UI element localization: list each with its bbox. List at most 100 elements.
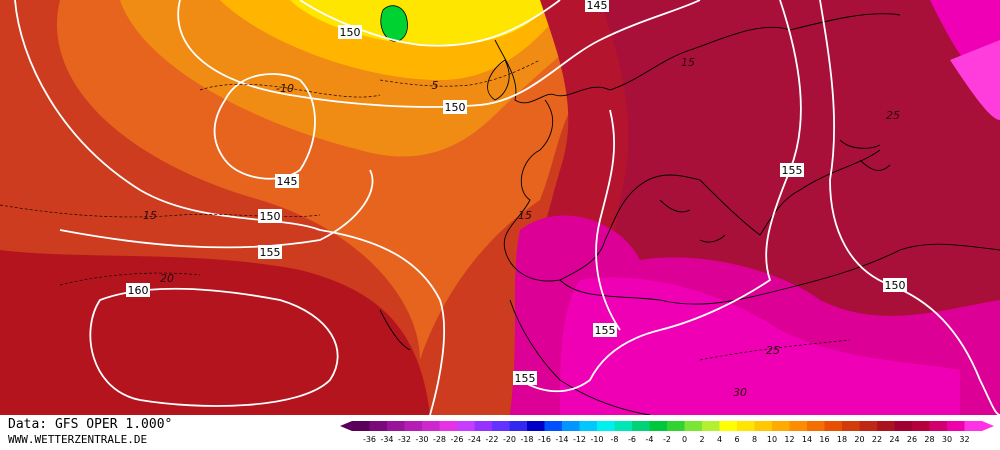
colorbar-label: -12 [573,435,586,444]
coastlines [379,13,1000,415]
contour-labels: 150 145 150 145 150 155 160 155 155 155 150 -10 5 15 1… [126,0,907,399]
label-box [275,174,299,188]
colorbar-swatch [947,421,965,431]
temperature-label: 25 [766,344,780,357]
colorbar-label: 32 [959,435,969,444]
colorbar-end [340,421,352,431]
data-source: Data: GFS OPER 1.000° [8,417,172,432]
colorbar-label: -30 [415,435,428,444]
label-box [883,278,907,292]
colorbar-swatch [544,421,563,431]
colorbar-swatch [614,421,633,431]
colorbar-label: -18 [520,435,533,444]
label-box [513,371,537,385]
colorbar-swatch [649,421,668,431]
colorbar-swatch [579,421,598,431]
height-label: 160 [128,284,149,297]
colorbar-label: 6 [734,435,739,444]
height-label: 155 [595,324,616,337]
colorbar-label: -24 [468,435,481,444]
colorbar-label: -20 [503,435,516,444]
height-label: 145 [277,175,298,188]
colorbar-swatch [824,421,843,431]
label-box [780,163,804,177]
colorbar-swatch [807,421,825,431]
colorbar-swatch [754,421,773,431]
temperature-label: 15 [143,209,157,222]
colorbar-label: 24 [889,435,899,444]
colorbar-swatch [369,421,388,431]
colorbar-swatch [439,421,458,431]
colorbar-swatch [404,421,423,431]
colorbar-swatch [894,421,913,431]
map-field [0,0,1000,415]
colorbar-swatch [527,421,545,431]
colorbar-label: -22 [485,435,498,444]
colorbar-label: 26 [907,435,917,444]
temperature-label: 20 [160,272,174,285]
label-box [585,0,609,12]
colorbar-swatch [842,421,860,431]
colorbar-label: -2 [663,435,671,444]
colorbar-swatch [702,421,720,431]
colorbar-label: 20 [854,435,864,444]
height-label: 150 [260,210,281,223]
temperature-label: 15 [681,56,695,69]
colorbar-label: -16 [538,435,551,444]
colorbar-label: -10 [590,435,603,444]
temperature-label: -10 [276,82,294,95]
colorbar-swatch [632,421,650,431]
colorbar-label: 4 [717,435,722,444]
colorbar-swatch [667,421,685,431]
height-label: 145 [587,0,608,12]
colorbar-swatch [737,421,755,431]
temperature-label: 15 [518,209,532,222]
colorbar-swatch [457,421,475,431]
label-box [443,100,467,114]
colorbar-swatch [597,421,615,431]
colorbar-swatch [474,421,493,431]
colorbar-swatch [422,421,440,431]
colorbar-swatch [772,421,790,431]
height-label: 150 [445,101,466,114]
height-contours [14,0,1000,415]
colorbar-label: -8 [611,435,619,444]
temperature-label: 5 [432,79,439,92]
colorbar-label: 16 [819,435,829,444]
colorbar-label: 0 [682,435,687,444]
colorbar-label: 18 [837,435,847,444]
colorbar-swatch [929,421,948,431]
colorbar-label: -4 [646,435,654,444]
colorbar-swatch [509,421,528,431]
colorbar-label: -28 [433,435,446,444]
label-box [258,209,282,223]
label-box [258,245,282,259]
label-box [338,25,362,39]
temperature-label: 30 [733,386,747,399]
colorbar-swatch [912,421,930,431]
height-label: 150 [340,26,361,39]
label-box [593,323,617,337]
colorbar-swatch [352,421,370,431]
colorbar-label: 30 [942,435,952,444]
colorbar-end [982,421,994,431]
label-box [126,283,150,297]
colorbar-label: 22 [872,435,882,444]
colorbar-swatch [387,421,405,431]
colorbar-label: -6 [628,435,636,444]
colorbar-swatch [859,421,878,431]
colorbar-label: 12 [784,435,794,444]
colorbar-label: 8 [752,435,757,444]
colorbar-swatch [492,421,510,431]
height-label: 155 [782,164,803,177]
colorbar-swatch [877,421,895,431]
colorbar-label: -34 [380,435,393,444]
colorbar: -36 -34 -32 -30 -28 -26 -24 -22 -20 -18 -16 -14 -12-… [340,421,994,444]
colorbar-label: 10 [767,435,777,444]
height-label: 150 [885,279,906,292]
temperature-label: 25 [886,109,900,122]
colorbar-label: -36 [363,435,376,444]
colorbar-swatch [562,421,580,431]
